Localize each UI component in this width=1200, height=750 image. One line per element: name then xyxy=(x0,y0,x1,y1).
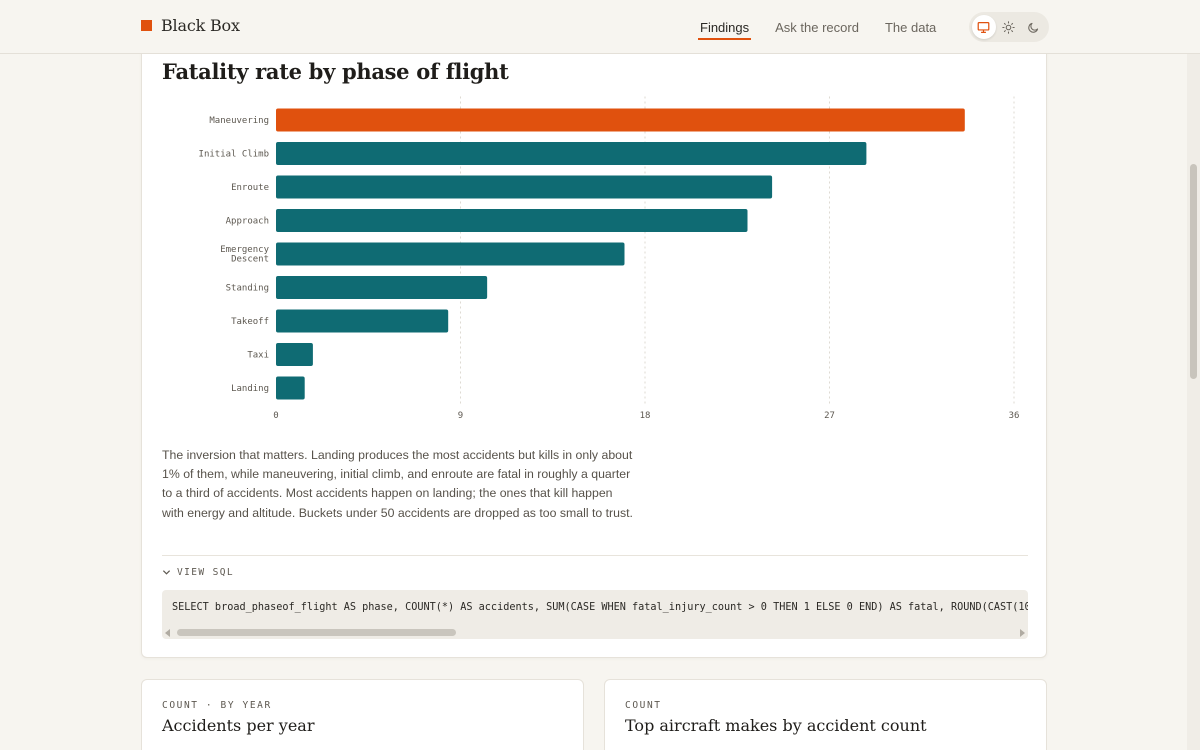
sql-horizontal-scrollbar[interactable] xyxy=(162,626,1028,639)
nav-the-data[interactable]: The data xyxy=(884,20,937,35)
bar xyxy=(276,142,867,165)
card-eyebrow: COUNT · BY YEAR xyxy=(162,700,272,711)
sql-code: SELECT broad_phaseof_flight AS phase, CO… xyxy=(172,602,1028,613)
scroll-left-arrow-icon[interactable] xyxy=(165,629,170,637)
accidents-per-year-card[interactable]: COUNT · BY YEAR Accidents per year xyxy=(141,679,584,750)
card-title: Top aircraft makes by accident count xyxy=(625,716,927,735)
theme-system-button[interactable] xyxy=(972,15,996,39)
brand-logo-icon xyxy=(141,20,152,31)
y-category-label: Landing xyxy=(231,384,269,394)
y-category-label: Standing xyxy=(226,284,269,294)
bar xyxy=(276,242,625,266)
sql-code-block: SELECT broad_phaseof_flight AS phase, CO… xyxy=(162,590,1028,639)
bar xyxy=(276,276,488,299)
x-tick-label: 0 xyxy=(273,411,278,421)
y-category-label: Approach xyxy=(226,217,269,227)
moon-icon xyxy=(1027,22,1038,33)
y-category-label: Initial Climb xyxy=(199,150,269,160)
view-sql-label: VIEW SQL xyxy=(177,567,234,578)
theme-light-button[interactable] xyxy=(997,15,1021,39)
y-category-label: Enroute xyxy=(231,183,269,193)
nav-findings[interactable]: Findings xyxy=(697,0,752,42)
theme-dark-button[interactable] xyxy=(1021,15,1045,39)
page-scrollbar[interactable] xyxy=(1187,54,1200,750)
card-eyebrow: COUNT xyxy=(625,700,662,711)
finding-card: Fatality rate by phase of flight 0 9 18 27 3… xyxy=(141,30,1047,658)
top-nav-bar: Black Box Findings Ask the record The da… xyxy=(0,0,1200,54)
top-aircraft-makes-card[interactable]: COUNT Top aircraft makes by accident cou… xyxy=(604,679,1047,750)
y-category-label: Emergency Descent xyxy=(220,245,269,265)
brand-name: Black Box xyxy=(161,16,240,35)
card-title: Fatality rate by phase of flight xyxy=(162,59,509,84)
theme-toggle xyxy=(969,12,1049,42)
nav-ask-the-record[interactable]: Ask the record xyxy=(775,20,859,35)
monitor-icon xyxy=(977,21,990,33)
sql-scroll-thumb[interactable] xyxy=(177,629,456,636)
page-scroll-thumb[interactable] xyxy=(1190,164,1197,379)
card-title: Accidents per year xyxy=(162,716,315,735)
x-tick-label: 27 xyxy=(824,411,835,421)
y-category-label: Maneuvering xyxy=(209,116,269,126)
divider xyxy=(162,555,1028,556)
bar xyxy=(276,209,748,232)
bar xyxy=(276,108,965,132)
bar xyxy=(276,343,313,366)
brand[interactable]: Black Box xyxy=(141,16,240,35)
fatality-rate-bar-chart: 0 9 18 27 36 Maneuvering Initial Climb Enroute A… xyxy=(199,96,1020,421)
chevron-down-icon xyxy=(162,570,171,575)
scroll-right-arrow-icon[interactable] xyxy=(1020,629,1025,637)
bar xyxy=(276,309,449,333)
view-sql-toggle[interactable]: VIEW SQL xyxy=(162,567,234,578)
sun-icon xyxy=(1002,20,1015,34)
bar xyxy=(276,376,305,400)
x-tick-label: 18 xyxy=(640,411,651,421)
bar xyxy=(276,175,773,199)
main-nav: Findings Ask the record The data xyxy=(697,0,962,54)
x-tick-label: 9 xyxy=(458,411,463,421)
y-category-label: Taxi xyxy=(247,351,269,361)
finding-caption: The inversion that matters. Landing prod… xyxy=(162,448,633,520)
y-category-label: Takeoff xyxy=(231,317,269,327)
x-tick-label: 36 xyxy=(1009,411,1020,421)
